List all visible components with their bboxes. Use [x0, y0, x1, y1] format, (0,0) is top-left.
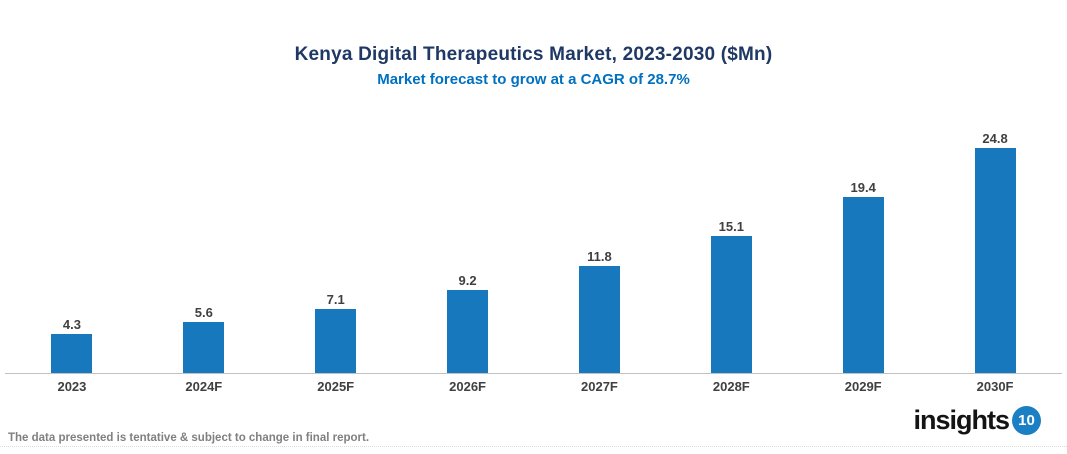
bar-column: 4.3 [6, 120, 138, 373]
bar-value-label: 24.8 [982, 131, 1008, 146]
chart-subtitle: Market forecast to grow at a CAGR of 28.… [377, 71, 690, 88]
x-axis-tick-label: 2028F [712, 379, 750, 394]
bar [710, 236, 752, 373]
bottom-divider [0, 446, 1067, 447]
brand-logo-text: insights [913, 405, 1010, 435]
bar-value-label: 9.2 [458, 273, 477, 288]
brand-logo-badge-icon: 10 [1012, 406, 1041, 435]
bar-value-label: 11.8 [587, 249, 612, 264]
bar-column: 5.6 [138, 120, 270, 373]
x-axis-tick-label: 2026F [449, 379, 486, 394]
bar-column: 15.1 [665, 120, 797, 373]
bar-column: 24.8 [929, 120, 1061, 373]
bar-value-label: 5.6 [194, 305, 213, 320]
bar-value-label: 7.1 [326, 292, 345, 307]
x-axis-tick-label: 2030F [976, 379, 1014, 394]
bar [842, 197, 884, 373]
x-axis-tick-label: 2023 [57, 379, 87, 394]
bar [974, 148, 1016, 373]
x-axis-tick-label: 2029F [844, 379, 882, 394]
x-axis-labels: 2023 2024F 2025F 2026F 2027F 2028F 2029F 2030F [6, 379, 1061, 394]
plot-area: 4.3 5.6 7.1 9.2 11.8 15.1 19.4 24.8 [6, 120, 1061, 373]
brand-logo: insights 10 [913, 406, 1041, 435]
x-axis-tick-label: 2025F [317, 379, 355, 394]
bar [315, 309, 357, 373]
x-axis-line [5, 373, 1062, 374]
x-axis-tick-label: 2024F [185, 379, 223, 394]
bar-column: 9.2 [402, 120, 534, 373]
bar-value-label: 4.3 [62, 317, 81, 332]
x-axis-tick-label: 2027F [581, 379, 618, 394]
bar-value-label: 19.4 [850, 180, 876, 195]
footer-note: The data presented is tentative & subjec… [8, 432, 370, 444]
bar [447, 290, 489, 373]
bar-value-label: 15.1 [718, 219, 744, 234]
bar [51, 334, 93, 373]
bar-column: 7.1 [270, 120, 402, 373]
chart-title: Kenya Digital Therapeutics Market, 2023-… [294, 44, 773, 65]
bar-column: 11.8 [534, 120, 666, 373]
bar-column: 19.4 [797, 120, 929, 373]
bar [183, 322, 225, 373]
bar [578, 266, 620, 373]
